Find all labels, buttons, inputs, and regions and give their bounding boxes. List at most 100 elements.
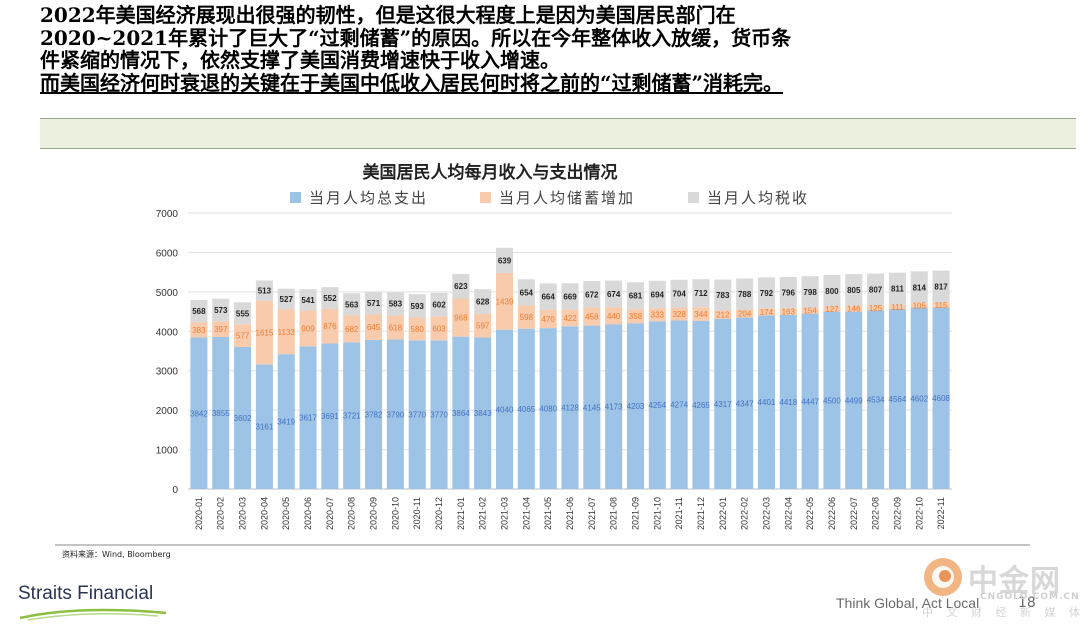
data-label-savings: 154 (803, 307, 817, 316)
data-label-expenditure: 4254 (648, 401, 666, 410)
data-label-tax: 798 (803, 288, 817, 297)
headline-line-3: 件紧缩的情况下，依然支撑了美国消费增速快于收入增速。 (40, 48, 560, 72)
legend-swatch-tax (688, 192, 699, 203)
bar-segment-1 (583, 325, 601, 489)
data-label-expenditure: 4065 (517, 405, 535, 414)
bar-segment-3 (845, 274, 863, 306)
data-label-tax: 704 (672, 290, 686, 299)
bar-segment-1 (823, 311, 841, 489)
data-label-tax: 669 (563, 292, 577, 301)
data-label-expenditure: 4274 (670, 401, 688, 410)
data-label-savings: 105 (913, 301, 927, 310)
x-tick-label: 2020-01 (194, 497, 204, 530)
legend-item-savings: 当月人均储蓄增加 (480, 187, 635, 208)
data-label-expenditure: 4347 (736, 399, 754, 408)
data-label-expenditure: 4080 (539, 405, 557, 414)
data-label-tax: 694 (651, 290, 665, 299)
bar-segment-3 (474, 289, 492, 314)
bar-segment-3 (648, 280, 666, 309)
data-label-expenditure: 3842 (190, 409, 208, 418)
bar-segment-2 (321, 308, 339, 344)
x-tick-label: 2021-10 (652, 497, 662, 530)
data-label-expenditure: 4173 (605, 403, 623, 412)
bar-segment-2 (408, 317, 426, 341)
data-label-tax: 792 (760, 289, 774, 298)
data-label-savings: 422 (563, 314, 577, 323)
data-label-tax: 623 (454, 282, 468, 291)
data-label-expenditure: 3691 (321, 412, 339, 421)
data-label-expenditure: 3843 (474, 409, 492, 418)
y-tick-label: 6000 (156, 248, 179, 259)
bar-segment-2 (255, 300, 273, 365)
x-tick-label: 2022-06 (827, 497, 837, 530)
data-label-savings: 383 (192, 326, 206, 335)
y-tick-label: 2000 (156, 406, 179, 417)
y-tick-label: 7000 (156, 209, 179, 220)
data-label-savings: 598 (520, 313, 534, 322)
data-label-tax: 573 (214, 306, 228, 315)
x-tick-label: 2021-04 (521, 497, 531, 530)
bar-segment-2 (779, 308, 797, 315)
data-label-savings: 127 (825, 305, 839, 314)
bar-segment-3 (386, 292, 404, 316)
page-number: 18 (1018, 595, 1036, 611)
data-label-expenditure: 3855 (212, 409, 230, 418)
bar-segment-3 (277, 288, 295, 310)
data-label-expenditure: 4499 (845, 396, 863, 405)
chart-legend: 当月人均总支出 当月人均储蓄增加 当月人均税收 (290, 187, 850, 209)
bar-segment-3 (190, 300, 208, 323)
bar-segment-2 (430, 316, 448, 341)
bar-segment-1 (190, 337, 208, 489)
bar-segment-3 (321, 287, 339, 309)
straits-financial-logo: Straits Financial (18, 583, 178, 623)
bar-segment-1 (212, 337, 230, 489)
data-label-savings: 580 (411, 325, 425, 334)
bar-segment-3 (234, 302, 252, 325)
bar-segment-2 (277, 309, 295, 355)
x-tick-label: 2021-08 (609, 497, 619, 530)
bar-segment-3 (365, 291, 383, 315)
legend-label-tax: 当月人均税收 (707, 189, 810, 207)
data-label-savings: 1615 (256, 329, 274, 338)
bar-segment-1 (714, 318, 732, 489)
x-tick-label: 2022-11 (936, 497, 946, 529)
bar-segment-1 (605, 324, 623, 489)
legend-swatch-savings (480, 192, 491, 203)
data-label-tax: 513 (258, 287, 272, 296)
x-tick-label: 2022-08 (871, 497, 881, 530)
x-tick-label: 2021-01 (456, 497, 466, 530)
bar-segment-2 (212, 321, 230, 338)
data-label-expenditure: 4317 (714, 400, 732, 409)
x-tick-label: 2022-03 (761, 497, 771, 530)
data-label-savings: 876 (323, 322, 337, 331)
bar-segment-3 (408, 294, 426, 318)
bar-segment-2 (343, 315, 361, 343)
data-label-expenditure: 3617 (299, 414, 317, 423)
bar-segment-1 (365, 339, 383, 489)
bar-segment-1 (648, 321, 666, 489)
data-label-savings: 1133 (278, 328, 296, 337)
data-label-expenditure: 4602 (910, 394, 928, 403)
bar-segment-3 (910, 271, 928, 304)
bar-segment-1 (408, 340, 426, 489)
bar-segment-3 (496, 247, 514, 273)
bar-segment-1 (888, 309, 906, 489)
x-tick-label: 2020-02 (216, 497, 226, 530)
data-label-tax: 814 (913, 283, 927, 292)
bar-segment-2 (605, 307, 623, 325)
data-label-expenditure: 4401 (758, 398, 776, 407)
data-label-expenditure: 4418 (779, 398, 797, 407)
data-label-expenditure: 4447 (801, 397, 819, 406)
bar-segment-2 (234, 324, 252, 347)
bar-segment-3 (757, 277, 775, 309)
data-label-expenditure: 3770 (408, 411, 426, 420)
legend-item-tax: 当月人均税收 (688, 187, 809, 208)
data-label-savings: 470 (541, 315, 555, 324)
y-tick-label: 3000 (156, 367, 179, 378)
bar-segment-1 (867, 310, 885, 489)
bar-segment-1 (452, 336, 470, 489)
bar-segment-3 (583, 281, 601, 308)
data-label-expenditure: 3721 (343, 412, 361, 421)
data-label-tax: 628 (476, 298, 490, 307)
